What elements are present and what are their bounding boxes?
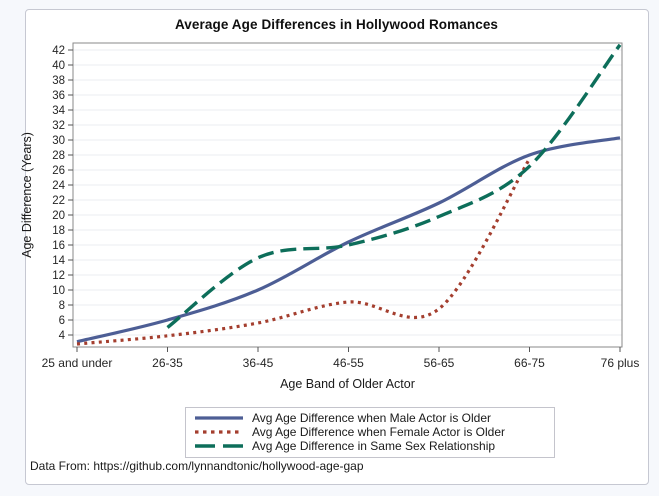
x-tick-label: 56-65 — [424, 356, 455, 370]
x-tick-label: 66-75 — [514, 356, 545, 370]
legend-swatch-icon — [195, 416, 243, 420]
legend-swatch-icon — [195, 444, 243, 448]
y-tick-label: 40 — [52, 60, 65, 72]
y-axis-title: Age Difference (Years) — [20, 132, 34, 258]
legend-item: Avg Age Difference in Same Sex Relations… — [194, 439, 546, 453]
y-tick-label: 22 — [52, 195, 65, 207]
y-tick-label: 32 — [52, 120, 65, 132]
y-tick-label: 16 — [52, 240, 65, 252]
series-line-0 — [76, 136, 621, 344]
legend-swatch-icon — [195, 430, 243, 434]
x-axis-title: Age Band of Older Actor — [280, 377, 415, 391]
y-tick-label: 10 — [52, 285, 65, 297]
legend-item: Avg Age Difference when Male Actor is Ol… — [194, 411, 546, 425]
y-tick-label: 12 — [52, 270, 65, 282]
legend-label: Avg Age Difference when Male Actor is Ol… — [252, 411, 492, 425]
chart-legend: Avg Age Difference when Male Actor is Ol… — [185, 407, 555, 458]
y-tick-label: 28 — [52, 150, 65, 162]
y-tick-label: 42 — [52, 45, 65, 57]
legend-label: Avg Age Difference when Female Actor is … — [252, 425, 506, 439]
y-tick-label: 30 — [52, 135, 65, 147]
series-line-2 — [166, 43, 622, 329]
x-tick-label: 36-45 — [243, 356, 274, 370]
plot-frame — [72, 42, 623, 348]
data-source-note: Data From: https://github.com/lynnandton… — [30, 459, 364, 473]
y-tick-label: 6 — [59, 315, 65, 327]
y-tick-label: 26 — [52, 165, 65, 177]
x-tick-label: 25 and under — [42, 356, 113, 370]
y-tick-label: 8 — [59, 300, 65, 312]
y-tick-label: 36 — [52, 90, 65, 102]
y-tick-label: 38 — [52, 75, 65, 87]
legend-item: Avg Age Difference when Female Actor is … — [194, 425, 546, 439]
x-tick-label: 46-55 — [333, 356, 364, 370]
y-tick-label: 14 — [52, 255, 65, 267]
y-tick-label: 18 — [52, 225, 65, 237]
x-tick-label: 26-35 — [152, 356, 183, 370]
x-tick-label: 76 plus — [601, 356, 640, 370]
chart-title: Average Age Differences in Hollywood Rom… — [174, 17, 499, 32]
y-tick-label: 34 — [52, 105, 65, 117]
series-line-1 — [76, 157, 531, 346]
y-tick-label: 24 — [52, 180, 65, 192]
y-tick-label: 4 — [59, 330, 66, 342]
y-tick-label: 20 — [52, 210, 65, 222]
legend-label: Avg Age Difference in Same Sex Relations… — [252, 439, 496, 453]
